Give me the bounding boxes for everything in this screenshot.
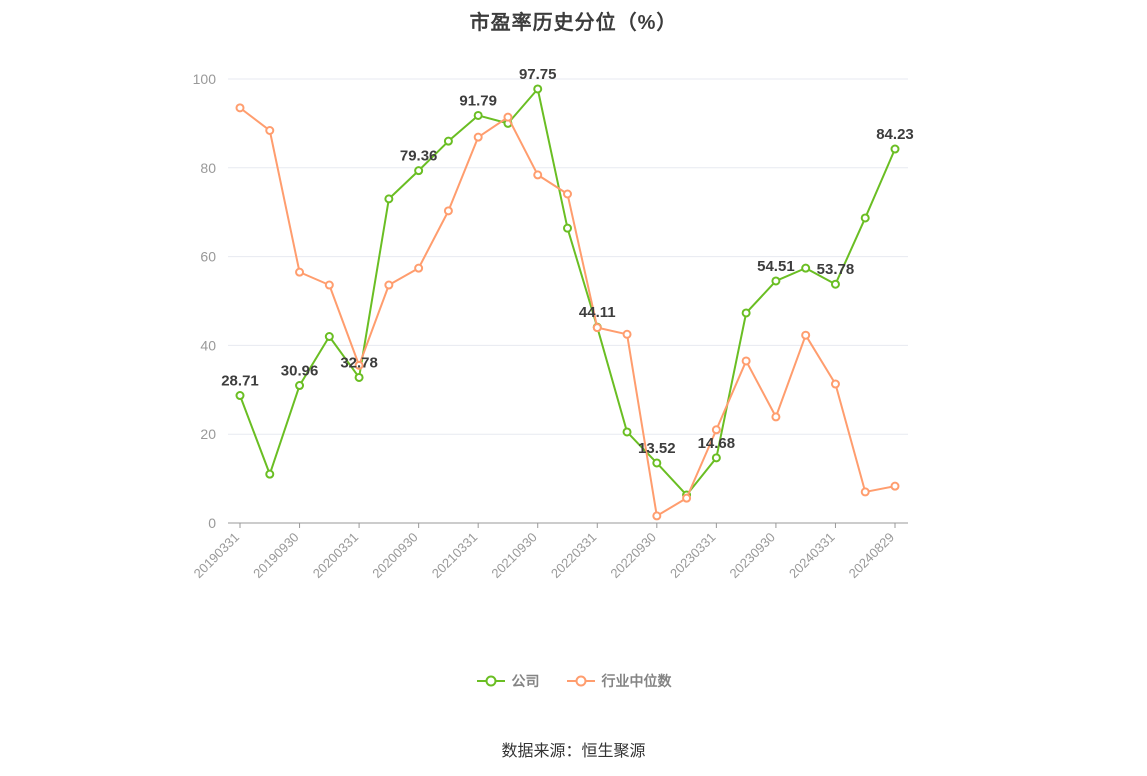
- x-axis-tick-label: 20220930: [607, 530, 659, 582]
- legend-item-industry-median[interactable]: 行业中位数: [566, 671, 672, 691]
- data-point-marker: [473, 110, 483, 120]
- data-label: 79.36: [400, 148, 438, 165]
- data-point-marker: [414, 263, 424, 273]
- data-point-marker: [473, 132, 483, 142]
- data-point-marker: [235, 391, 245, 401]
- data-point-marker: [890, 481, 900, 491]
- data-point-marker: [771, 412, 781, 422]
- x-axis-tick-label: 20210930: [488, 530, 540, 582]
- data-point-marker: [860, 213, 870, 223]
- data-point-marker: [830, 379, 840, 389]
- series-line: [239, 106, 896, 517]
- x-axis-tick-label: 20200930: [369, 530, 421, 582]
- data-point-marker: [384, 280, 394, 290]
- data-point-marker: [563, 189, 572, 199]
- data-point-marker: [860, 487, 870, 497]
- x-axis-tick-label: 20240829: [846, 530, 898, 582]
- data-label: 14.68: [698, 435, 736, 452]
- x-axis-tick-label: 20230930: [727, 530, 779, 582]
- y-axis-tick-label: 60: [200, 249, 216, 265]
- legend-label-company: 公司: [511, 673, 540, 689]
- x-axis-tick-label: 20240331: [786, 530, 838, 582]
- line-chart-plot-area: 0 20 40 60 80 100 20190331 20190930 20200331 2020…: [191, 66, 914, 582]
- x-axis-tick-label: 20210331: [429, 530, 481, 582]
- x-axis-tick-label: 20230331: [667, 530, 719, 582]
- y-axis-tick-label: 80: [200, 160, 216, 176]
- data-source-text: 数据来源：恒生聚源: [501, 743, 646, 760]
- industry-median-line-marker-icon: [566, 674, 596, 688]
- data-point-marker: [622, 427, 632, 437]
- data-point-marker: [652, 511, 662, 521]
- y-axis-tick-label: 0: [208, 515, 216, 531]
- data-label: 30.96: [281, 363, 319, 380]
- data-label: 91.79: [459, 92, 497, 109]
- data-point-marker: [592, 323, 602, 333]
- data-point-marker: [265, 126, 275, 136]
- data-point-marker: [830, 279, 840, 289]
- data-label: 32.78: [340, 354, 378, 371]
- data-point-marker: [890, 144, 900, 154]
- data-point-marker: [622, 329, 632, 339]
- industry-median-series: [235, 103, 900, 521]
- data-point-marker: [801, 330, 811, 340]
- chart-title: 市盈率历史分位（%）: [469, 12, 678, 34]
- data-point-marker: [265, 469, 275, 479]
- data-point-marker: [295, 381, 305, 391]
- data-point-marker: [354, 360, 364, 370]
- x-axis-tick-label: 20220331: [548, 530, 600, 582]
- data-point-marker: [503, 112, 513, 122]
- data-label: 28.71: [221, 373, 259, 390]
- company-line-marker-icon: [476, 674, 506, 688]
- data-point-marker: [711, 453, 721, 463]
- data-label: 97.75: [519, 66, 557, 83]
- data-point-marker: [563, 223, 572, 233]
- data-point-marker: [414, 166, 424, 176]
- x-axis-tick-label: 20200331: [310, 530, 362, 582]
- y-axis-tick-label: 20: [200, 426, 216, 442]
- data-point-marker: [801, 263, 811, 273]
- company-series: [235, 84, 900, 500]
- data-point-marker: [443, 206, 453, 216]
- data-point-marker: [741, 356, 751, 366]
- x-axis-tick-label: 20190331: [191, 530, 243, 582]
- y-axis-tick-label: 100: [193, 71, 217, 87]
- data-point-marker: [711, 425, 721, 435]
- x-axis-tick-label: 20190930: [250, 530, 302, 582]
- data-point-marker: [324, 332, 334, 342]
- data-label: 13.52: [638, 440, 676, 457]
- y-axis-tick-label: 40: [200, 337, 216, 353]
- data-point-marker: [235, 103, 245, 113]
- data-point-marker: [771, 276, 781, 286]
- data-point-marker: [682, 493, 692, 503]
- data-point-marker: [384, 194, 394, 204]
- data-point-marker: [533, 84, 543, 94]
- data-label: 53.78: [817, 261, 855, 278]
- data-label: 54.51: [757, 258, 795, 275]
- data-label: 84.23: [876, 126, 914, 143]
- legend: 公司 行业中位数: [0, 671, 1147, 691]
- data-point-marker: [324, 280, 334, 290]
- data-point-marker: [741, 308, 751, 318]
- data-point-marker: [443, 136, 453, 146]
- data-point-marker: [533, 170, 543, 180]
- data-point-marker: [652, 458, 662, 468]
- data-point-marker: [354, 372, 364, 382]
- data-point-marker: [295, 267, 305, 277]
- legend-label-industry-median: 行业中位数: [601, 673, 672, 689]
- legend-item-company[interactable]: 公司: [476, 671, 540, 691]
- data-label: 44.11: [579, 304, 616, 321]
